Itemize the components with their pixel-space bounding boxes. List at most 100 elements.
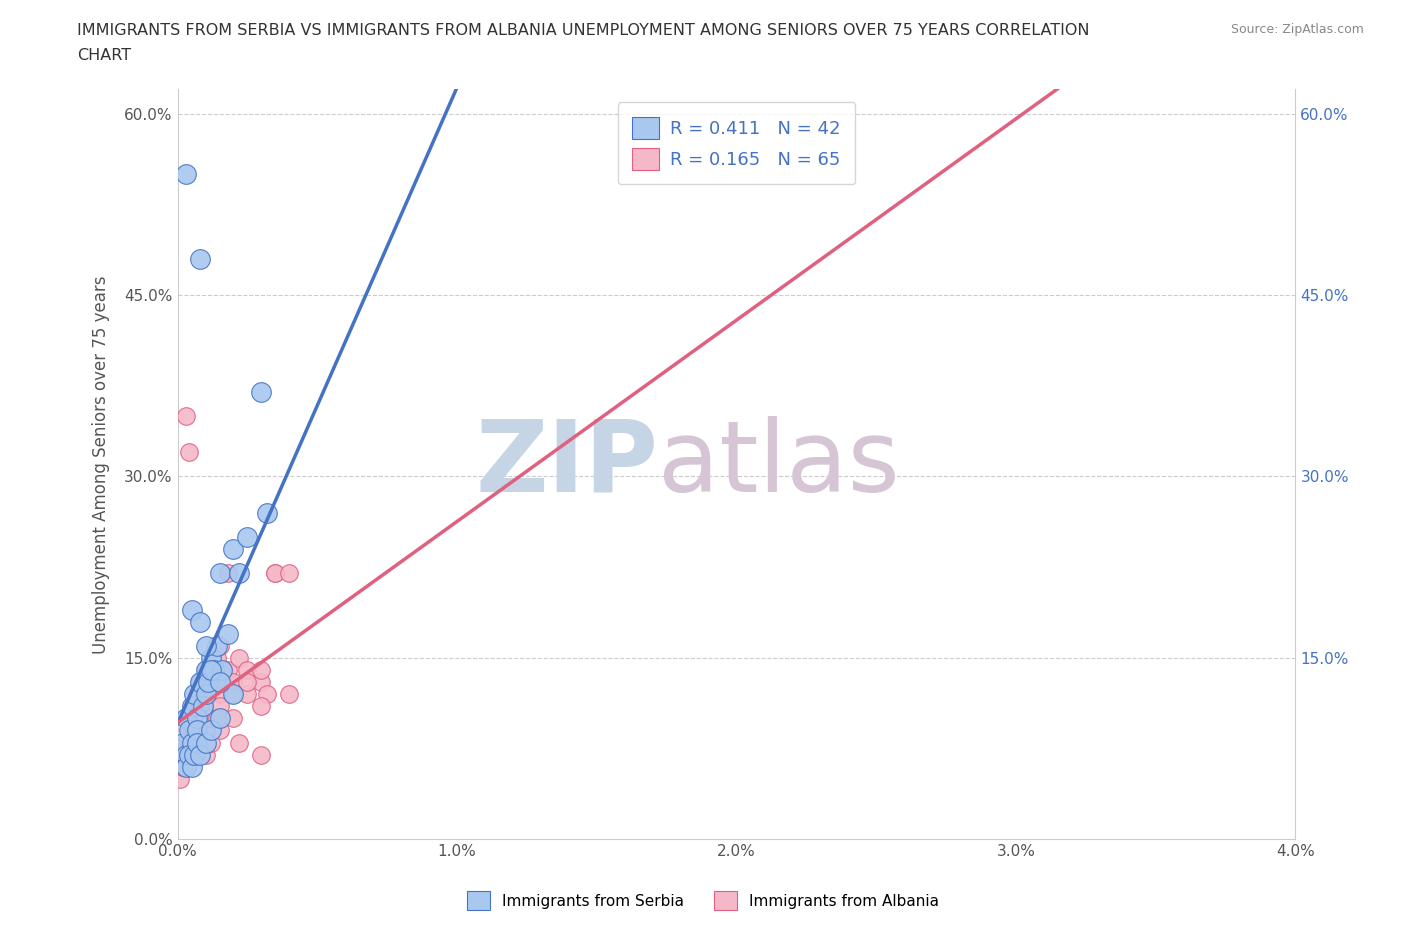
Point (208, 711, 231, 725)
Point (228, 565, 250, 580)
Point (177, 445, 200, 459)
Point (180, 602, 202, 617)
Point (202, 662, 225, 677)
Point (174, 711, 197, 725)
Point (177, 747, 200, 762)
Point (236, 662, 259, 677)
Point (202, 662, 225, 677)
Point (256, 686, 278, 701)
Point (186, 723, 208, 737)
Point (188, 698, 211, 713)
Point (200, 735, 222, 750)
Point (222, 541, 245, 556)
Point (222, 674, 245, 689)
Text: ZIP: ZIP (475, 416, 658, 512)
Point (222, 686, 245, 701)
Point (188, 711, 211, 725)
Point (186, 735, 208, 750)
Point (205, 650, 228, 665)
Point (180, 735, 202, 750)
Point (169, 771, 191, 786)
Point (180, 735, 202, 750)
Point (183, 747, 205, 762)
Point (278, 565, 301, 580)
Point (194, 747, 217, 762)
Point (205, 638, 228, 653)
Point (200, 674, 222, 689)
Point (217, 662, 239, 677)
Point (183, 711, 205, 725)
Point (191, 686, 214, 701)
Point (200, 650, 222, 665)
Point (211, 674, 233, 689)
Point (236, 674, 259, 689)
Point (250, 747, 273, 762)
Point (194, 686, 217, 701)
Point (174, 408, 197, 423)
Point (197, 674, 219, 689)
Point (264, 565, 287, 580)
Text: Source: ZipAtlas.com: Source: ZipAtlas.com (1230, 23, 1364, 36)
Point (174, 747, 197, 762)
Point (174, 747, 197, 762)
Point (194, 662, 217, 677)
Point (200, 711, 222, 725)
Text: IMMIGRANTS FROM SERBIA VS IMMIGRANTS FROM ALBANIA UNEMPLOYMENT AMONG SENIORS OVE: IMMIGRANTS FROM SERBIA VS IMMIGRANTS FRO… (77, 23, 1090, 63)
Point (194, 735, 217, 750)
Legend: Immigrants from Serbia, Immigrants from Albania: Immigrants from Serbia, Immigrants from … (458, 884, 948, 918)
Point (188, 747, 211, 762)
Point (200, 662, 222, 677)
Point (172, 735, 194, 750)
Point (211, 662, 233, 677)
Point (264, 565, 287, 580)
Point (186, 711, 208, 725)
Point (177, 723, 200, 737)
Point (188, 674, 211, 689)
Point (186, 735, 208, 750)
Point (180, 735, 202, 750)
Y-axis label: Unemployment Among Seniors over 75 years: Unemployment Among Seniors over 75 years (93, 275, 110, 654)
Point (208, 698, 231, 713)
Point (250, 662, 273, 677)
Point (250, 674, 273, 689)
Point (188, 614, 211, 629)
Point (174, 166, 197, 181)
Point (172, 759, 194, 774)
Point (174, 735, 197, 750)
Point (183, 698, 205, 713)
Point (250, 698, 273, 713)
Point (194, 638, 217, 653)
Point (208, 565, 231, 580)
Point (228, 650, 250, 665)
Point (180, 698, 202, 713)
Point (200, 723, 222, 737)
Point (172, 747, 194, 762)
Point (194, 686, 217, 701)
Point (208, 723, 231, 737)
Legend: R = 0.411   N = 42, R = 0.165   N = 65: R = 0.411 N = 42, R = 0.165 N = 65 (617, 102, 855, 184)
Point (200, 662, 222, 677)
Point (191, 698, 214, 713)
Point (228, 735, 250, 750)
Point (222, 686, 245, 701)
Point (208, 686, 231, 701)
Point (177, 723, 200, 737)
Point (194, 723, 217, 737)
Point (174, 747, 197, 762)
Point (180, 711, 202, 725)
Point (194, 662, 217, 677)
Point (180, 759, 202, 774)
Text: atlas: atlas (658, 416, 900, 512)
Point (183, 723, 205, 737)
Point (205, 711, 228, 725)
Point (188, 735, 211, 750)
Point (186, 686, 208, 701)
Point (217, 626, 239, 641)
Point (208, 638, 231, 653)
Point (186, 711, 208, 725)
Point (177, 735, 200, 750)
Point (177, 747, 200, 762)
Point (236, 529, 259, 544)
Point (217, 565, 239, 580)
Point (188, 674, 211, 689)
